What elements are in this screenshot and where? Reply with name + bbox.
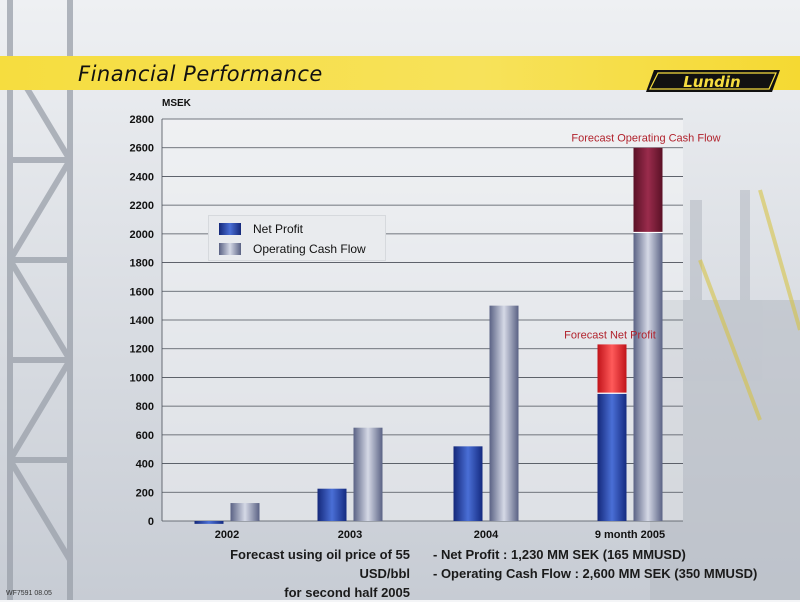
y-axis-tick-labels: 0 200 400 600 800 1000 1200 1400 1600 1800 2000 220…: [130, 114, 154, 528]
note-line: - Operating Cash Flow : 2,600 MM SEK (35…: [433, 566, 758, 581]
legend-item-operating-cash-flow: Operating Cash Flow: [219, 240, 366, 258]
lundin-logo: Lundin: [646, 70, 780, 92]
y-tick-label: 0: [148, 516, 154, 528]
legend-item-net-profit: Net Profit: [219, 220, 303, 238]
bar-net-profit: [194, 521, 224, 524]
x-tick-label: 2004: [474, 529, 499, 541]
footer-code: WF7591 08.05: [6, 590, 52, 597]
y-tick-label: 200: [136, 487, 154, 499]
note-line: Forecast using oil price of 55 USD/bbl: [230, 547, 410, 581]
bars: [194, 147, 663, 524]
y-tick-label: 2600: [130, 143, 154, 155]
bar-operating-cash-flow: [230, 503, 260, 521]
gridlines: [161, 118, 683, 522]
x-axis-tick-labels: 2002 2003 2004 9 month 2005: [215, 529, 665, 541]
x-tick-label: 2002: [215, 529, 239, 541]
y-tick-label: 1200: [130, 344, 154, 356]
y-tick-label: 800: [136, 401, 154, 413]
oil-price-note: Forecast using oil price of 55 USD/bbl f…: [214, 545, 410, 602]
page-title: Financial Performance: [78, 62, 323, 86]
bar-net-profit: [453, 446, 483, 521]
legend-label: Net Profit: [253, 222, 304, 236]
y-tick-label: 2800: [130, 114, 154, 126]
bar-operating-cash-flow: [489, 305, 519, 521]
bar-operating-cash-flow: [353, 427, 383, 521]
logo-text: Lundin: [683, 73, 740, 91]
bar-forecast-operating-cash-flow: [633, 147, 663, 233]
y-tick-label: 2400: [130, 171, 154, 183]
bar-forecast-net-profit: [597, 344, 627, 394]
forecast-summary: - Net Profit : 1,230 MM SEK (165 MMUSD) …: [433, 545, 757, 583]
x-tick-label: 9 month 2005: [595, 529, 665, 541]
bar-operating-cash-flow: [633, 232, 663, 521]
x-tick-label: 2003: [338, 529, 362, 541]
bar-net-profit: [317, 488, 347, 521]
legend-swatch-net-profit: [219, 223, 241, 235]
legend-label: Operating Cash Flow: [253, 242, 366, 256]
y-axis-label: MSEK: [162, 98, 192, 109]
y-tick-label: 1400: [130, 315, 154, 327]
y-tick-label: 400: [136, 459, 154, 471]
y-tick-label: 1000: [130, 372, 154, 384]
y-tick-label: 2200: [130, 200, 154, 212]
forecast-annotation: Forecast Net Profit: [564, 329, 656, 341]
note-line: - Net Profit : 1,230 MM SEK (165 MMUSD): [433, 547, 686, 562]
y-tick-label: 1600: [130, 286, 154, 298]
chart-legend: Net Profit Operating Cash Flow: [208, 215, 386, 261]
y-tick-label: 1800: [130, 258, 154, 270]
y-tick-label: 600: [136, 430, 154, 442]
forecast-annotation: Forecast Operating Cash Flow: [571, 133, 720, 145]
note-line: for second half 2005: [284, 585, 410, 600]
bar-net-profit: [597, 393, 627, 521]
legend-swatch-operating-cash-flow: [219, 243, 241, 255]
annotations: Forecast Net Profit Forecast Operating Ca…: [564, 133, 720, 342]
y-tick-label: 2000: [130, 229, 154, 241]
